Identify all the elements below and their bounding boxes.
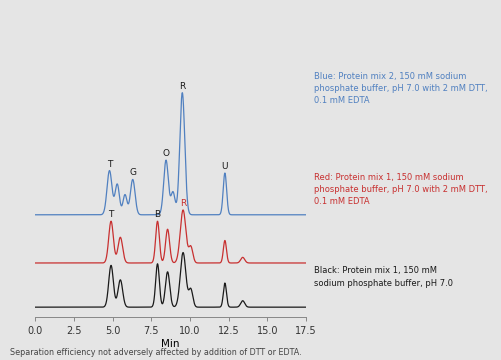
Text: Blue: Protein mix 2, 150 mM sodium
phosphate buffer, pH 7.0 with 2 mM DTT,
0.1 m: Blue: Protein mix 2, 150 mM sodium phosp…: [313, 72, 486, 105]
Text: R: R: [179, 199, 186, 208]
Text: R: R: [179, 82, 185, 91]
Text: T: T: [108, 210, 114, 219]
Text: T: T: [107, 159, 112, 168]
Text: Black: Protein mix 1, 150 mM
sodium phosphate buffer, pH 7.0: Black: Protein mix 1, 150 mM sodium phos…: [313, 266, 452, 288]
Text: O: O: [162, 149, 169, 158]
X-axis label: Min: Min: [161, 339, 179, 348]
Text: Red: Protein mix 1, 150 mM sodium
phosphate buffer, pH 7.0 with 2 mM DTT,
0.1 mM: Red: Protein mix 1, 150 mM sodium phosph…: [313, 173, 486, 206]
Text: U: U: [221, 162, 227, 171]
Text: Separation efficiency not adversely affected by addition of DTT or EDTA.: Separation efficiency not adversely affe…: [10, 348, 301, 357]
Text: B: B: [154, 210, 160, 219]
Text: G: G: [129, 168, 136, 177]
